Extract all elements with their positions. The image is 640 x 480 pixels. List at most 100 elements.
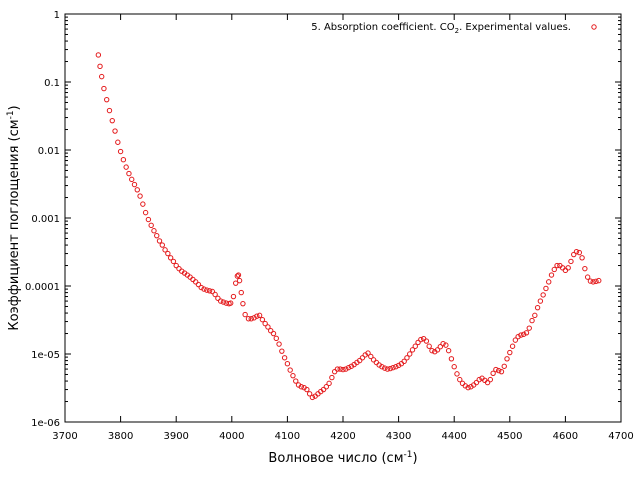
data-point [129,176,135,183]
data-point [370,357,377,363]
data-point [262,320,268,327]
legend-label-sub: 2 [455,27,459,35]
data-point [227,300,234,306]
data-point [343,366,349,372]
x-tick-label: 3800 [108,431,133,442]
legend: 5. Absorption coefficient. CO2. Experime… [311,22,597,35]
data-point [495,367,502,374]
data-point [131,181,138,188]
data-point [534,304,541,311]
data-point [284,361,291,367]
data-point [104,96,110,103]
plot-frame [64,13,622,423]
data-point [523,330,530,336]
data-point [235,272,242,278]
data-point [407,351,413,357]
data-point [554,262,560,269]
y-tick-label: 1e-06 [31,418,60,429]
x-tick-label: 3700 [52,431,77,442]
data-point [293,378,299,384]
data-point [245,316,252,322]
data-point [393,364,399,370]
data-point [568,258,574,265]
y-tick-label: 1 [54,10,60,21]
data-point [162,247,168,253]
data-point [579,255,585,261]
data-point [254,313,260,319]
legend-label-tail: . Experimental values. [459,22,571,33]
data-point [126,170,132,177]
data-point [101,85,107,92]
x-axis-label-tail: ) [412,451,417,466]
data-point [423,338,430,344]
data-point [117,148,124,155]
x-axis: 3700 3800 3900 4000 4100 4200 4300 4400 4500 4600… [52,14,634,442]
data-point [498,368,505,375]
x-tick-label: 4600 [553,431,578,442]
data-point [201,286,207,292]
data-point [382,365,388,371]
data-point [217,298,224,304]
data-point [359,355,366,361]
y-axis-label-sup: -1 [6,110,16,119]
y-tick-label: 0.1 [44,78,60,89]
data-point [142,209,149,216]
legend-label-main: 5. Absorption coefficient. CO [311,22,454,33]
data-point [256,312,263,319]
y-tick-label: 0.01 [38,146,60,157]
data-point [115,139,121,145]
data-point [459,380,466,387]
x-axis-label-main: Волновое число (см [268,451,403,466]
data-point [429,347,435,354]
data-point [240,300,246,307]
data-point [571,251,577,258]
data-point [521,331,527,337]
legend-marker [591,24,597,30]
data-point [306,391,313,397]
data-point [490,370,496,377]
y-axis: 1e-06 1e-05 0.0001 0.001 0.01 0.1 1 [25,10,621,429]
y-tick-label: 0.001 [31,214,60,225]
data-point [98,73,105,80]
x-axis-label: Волновое число (см-1) [268,450,417,466]
data-point [298,384,304,390]
data-point [334,366,341,372]
data-point [165,250,171,257]
data-point [112,128,118,134]
data-point [515,333,521,340]
data-point [212,291,218,298]
data-point [195,281,202,288]
data-point [192,279,199,285]
data-point [326,380,332,387]
data-point [287,367,293,373]
data-point [401,358,407,365]
data-point [518,332,524,338]
data-point [409,347,416,353]
data-point [434,347,441,353]
data-point [509,343,516,349]
data-point [170,258,177,265]
data-point [584,274,591,280]
data-point [215,295,221,301]
x-tick-label: 4700 [608,431,633,442]
data-point [106,107,113,114]
data-point [415,339,421,346]
data-point [329,374,335,381]
data-point [390,364,396,371]
data-point [487,376,494,383]
data-point [242,311,248,318]
data-point [551,266,557,273]
x-axis-label-sup: -1 [404,450,413,460]
data-point [281,355,288,361]
data-point [512,337,519,343]
legend-label: 5. Absorption coefficient. CO2. Experime… [311,22,571,35]
data-point [248,316,254,322]
data-point [259,316,266,323]
data-point [532,312,538,319]
data-point [457,376,463,383]
data-point [501,363,507,369]
data-point [276,341,282,347]
data-point [540,292,546,298]
y-tick-label: 1e-05 [31,350,60,361]
data-point [331,368,338,375]
